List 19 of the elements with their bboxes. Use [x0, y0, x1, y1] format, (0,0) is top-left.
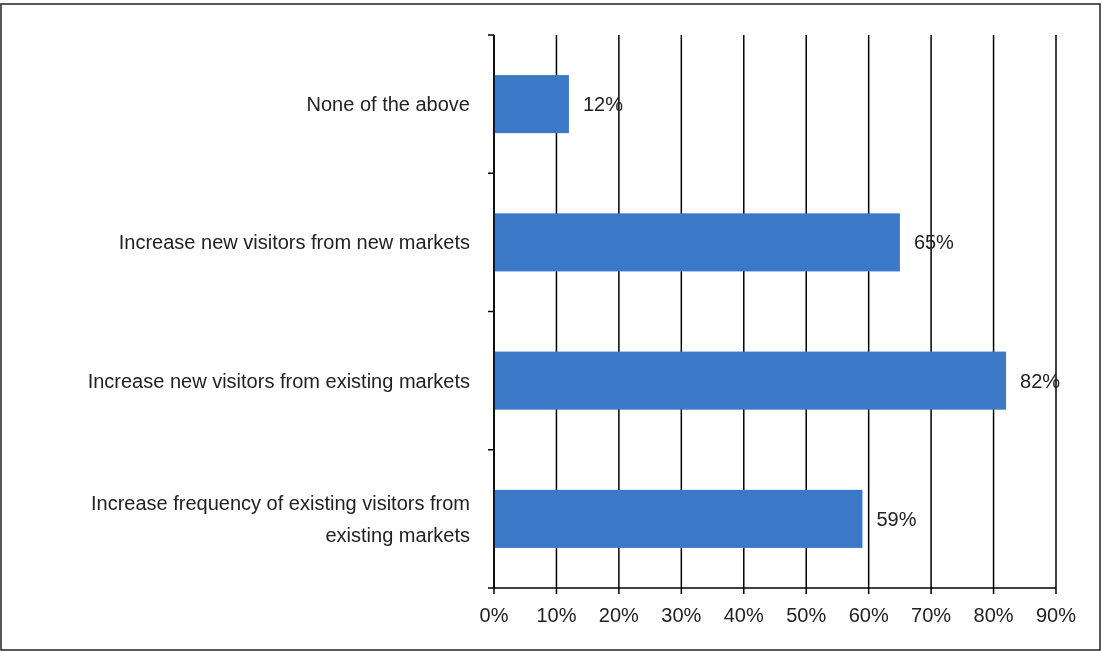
y-tick-label: None of the above: [306, 93, 470, 116]
x-tick-label: 70%: [911, 604, 952, 626]
x-tick-label: 10%: [536, 604, 577, 626]
x-tick-label: 40%: [723, 604, 765, 626]
x-tick-label: 20%: [598, 604, 640, 626]
bar: [494, 489, 863, 548]
x-tick-label: 80%: [973, 604, 1014, 626]
x-tick-label: 90%: [1035, 604, 1077, 626]
x-tick-label: 50%: [786, 604, 827, 626]
y-tick-label: Increase new visitors from new markets: [118, 231, 470, 254]
y-tick-label: Increase frequency of existing visitors from existing markets: [90, 491, 470, 546]
x-tick-label: 30%: [661, 604, 702, 626]
bar: [494, 213, 900, 272]
y-tick-label: Increase new visitors from existing markets: [87, 369, 470, 392]
x-tick-label: 60%: [848, 604, 889, 626]
bar: [494, 351, 1007, 410]
x-tick-label: 0%: [479, 604, 509, 626]
data-label: 59%: [876, 507, 917, 530]
bar: [494, 75, 569, 134]
